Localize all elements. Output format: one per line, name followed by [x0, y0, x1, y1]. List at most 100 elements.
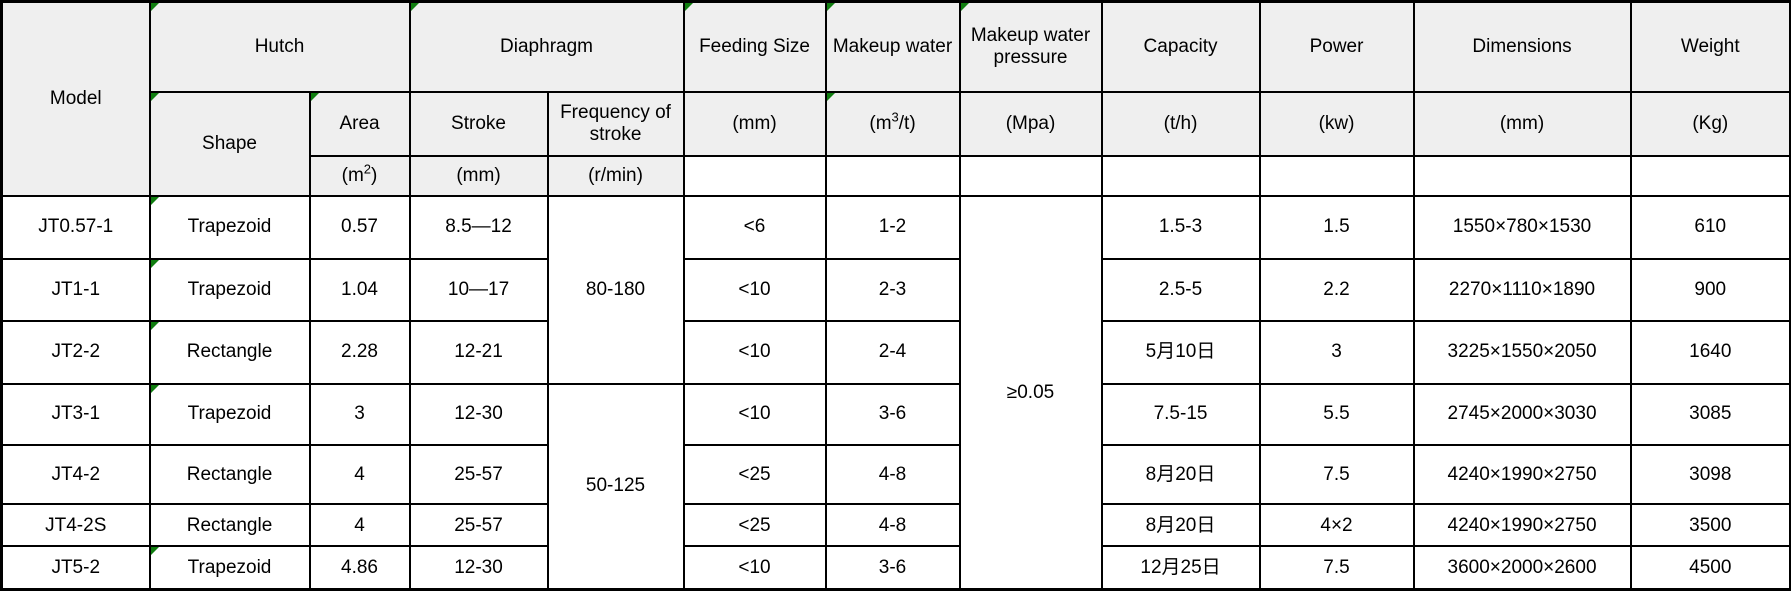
header-makeup-water-pressure-label: Makeup water pressure: [970, 24, 1091, 68]
cell-flag-icon: [827, 3, 835, 11]
cell-feeding: <10: [682, 545, 827, 591]
header-row-1: Model Hutch Diaphragm Feeding Size Makeu…: [0, 0, 1791, 198]
header-row-2: Shape Area Stroke Frequency of stroke (m…: [2, 90, 1791, 198]
cell-area: 4: [308, 444, 411, 506]
header-spacer-cell: [1629, 155, 1791, 198]
header-spacer-cell: [682, 155, 827, 198]
header-spacer-cell: [1412, 155, 1632, 198]
header-makeup-water-label: Makeup water: [832, 35, 953, 57]
cell-weight: 3500: [1629, 503, 1791, 548]
cell-pressure-merged: ≥0.05: [958, 195, 1103, 591]
cell-area: 1.04: [308, 257, 411, 323]
cell-shape-value: Trapezoid: [187, 278, 272, 300]
cell-makeup: 4-8: [824, 444, 961, 506]
unit-stroke: (mm): [408, 155, 549, 198]
cell-dimensions: 4240×1990×2750: [1412, 503, 1632, 548]
cell-shape-value: Trapezoid: [187, 403, 272, 425]
table-row: JT5-2 Trapezoid 4.86 12-30 <10 3-6 12月25…: [0, 545, 1791, 591]
cell-model: JT1-1: [0, 257, 151, 323]
cell-feeding: <25: [682, 444, 827, 506]
table-row: JT4-2S Rectangle 4 25-57 <25 4-8 8月20日 4…: [0, 503, 1791, 548]
unit-makeup-water-sup: 3: [891, 109, 899, 125]
cell-power: 2.2: [1258, 257, 1415, 323]
cell-shape: Rectangle: [148, 444, 311, 506]
header-dimensions: Dimensions: [1412, 0, 1632, 93]
header-frequency-of-stroke: Frequency of stroke: [546, 90, 685, 158]
cell-flag-icon: [411, 3, 419, 11]
cell-power: 1.5: [1258, 195, 1415, 260]
header-hutch: Hutch: [148, 0, 411, 93]
cell-flag-icon: [827, 93, 835, 101]
table-row: JT4-2 Rectangle 4 25-57 <25 4-8 8月20日 7.…: [0, 444, 1791, 506]
table-row: JT3-1 Trapezoid 3 12-30 50-125 <10 3-6 7…: [0, 382, 1791, 591]
cell-capacity: 8月20日: [1100, 503, 1261, 548]
cell-weight: 900: [1629, 257, 1791, 323]
cell-area: 3: [308, 382, 411, 447]
cell-capacity: 12月25日: [1100, 545, 1261, 591]
cell-frequency-merged: 80-180: [546, 195, 685, 385]
cell-makeup: 1-2: [824, 195, 961, 260]
header-power: Power: [1258, 0, 1415, 93]
cell-feeding: <6: [682, 195, 827, 260]
cell-power: 5.5: [1258, 382, 1415, 447]
unit-dimensions: (mm): [1412, 90, 1632, 158]
unit-area: (m2): [308, 155, 411, 198]
cell-weight: 1640: [1629, 320, 1791, 385]
cell-feeding: <10: [682, 257, 827, 323]
cell-frequency-merged: 50-125: [546, 382, 685, 591]
cell-flag-icon: [151, 3, 159, 11]
header-diaphragm: Diaphragm: [408, 0, 685, 93]
header-shape: Shape: [148, 90, 311, 198]
cell-makeup: 3-6: [824, 382, 961, 447]
cell-area: 2.28: [308, 320, 411, 385]
unit-makeup-water-post: /t): [898, 112, 916, 134]
unit-area-sup: 2: [363, 161, 372, 177]
unit-feeding-size: (mm): [682, 90, 827, 158]
cell-shape: Trapezoid: [148, 545, 311, 591]
cell-flag-icon: [151, 323, 159, 331]
header-spacer-cell: [1258, 155, 1415, 198]
cell-weight: 3098: [1629, 444, 1791, 506]
header-weight: Weight: [1629, 0, 1791, 93]
cell-shape: Rectangle: [148, 320, 311, 385]
unit-area-post: ): [371, 165, 378, 187]
unit-pressure: (Mpa): [958, 90, 1103, 158]
cell-shape: Trapezoid: [148, 195, 311, 260]
cell-area: 4: [308, 503, 411, 548]
cell-flag-icon: [151, 93, 159, 101]
cell-capacity: 2.5-5: [1100, 257, 1261, 323]
table-row: JT0.57-1 Trapezoid 0.57 8.5—12 80-180 <6…: [0, 195, 1791, 591]
unit-area-pre: (m: [341, 165, 364, 187]
unit-makeup-water: (m3/t): [824, 90, 961, 158]
cell-shape-value: Rectangle: [186, 341, 273, 363]
cell-capacity: 8月20日: [1100, 444, 1261, 506]
cell-flag-icon: [311, 93, 319, 101]
cell-flag-icon: [685, 3, 693, 11]
header-row-3: (m2) (mm) (r/min): [2, 155, 1791, 198]
cell-flag-icon: [151, 548, 159, 556]
header-area-label: Area: [339, 112, 380, 134]
unit-makeup-water-pre: (m: [869, 112, 892, 134]
cell-stroke: 12-21: [408, 320, 549, 385]
cell-weight: 4500: [1629, 545, 1791, 591]
header-stroke: Stroke: [408, 90, 549, 158]
cell-power: 3: [1258, 320, 1415, 385]
header-diaphragm-label: Diaphragm: [500, 35, 593, 57]
unit-weight: (Kg): [1629, 90, 1791, 158]
header-shape-label: Shape: [202, 132, 257, 154]
cell-model: JT5-2: [0, 545, 151, 591]
cell-dimensions: 2270×1110×1890: [1412, 257, 1632, 323]
header-feeding-size-label: Feeding Size: [699, 35, 810, 57]
table-row: JT1-1 Trapezoid 1.04 10—17 <10 2-3 2.5-5…: [0, 257, 1791, 323]
cell-model: JT0.57-1: [0, 195, 151, 260]
cell-area: 4.86: [308, 545, 411, 591]
cell-area: 0.57: [308, 195, 411, 260]
header-hutch-label: Hutch: [254, 35, 305, 57]
cell-stroke: 10—17: [408, 257, 549, 323]
header-model: Model: [0, 0, 151, 198]
cell-stroke: 8.5—12: [408, 195, 549, 260]
cell-flag-icon: [151, 198, 159, 206]
cell-dimensions: 2745×2000×3030: [1412, 382, 1632, 447]
cell-stroke: 12-30: [408, 382, 549, 447]
